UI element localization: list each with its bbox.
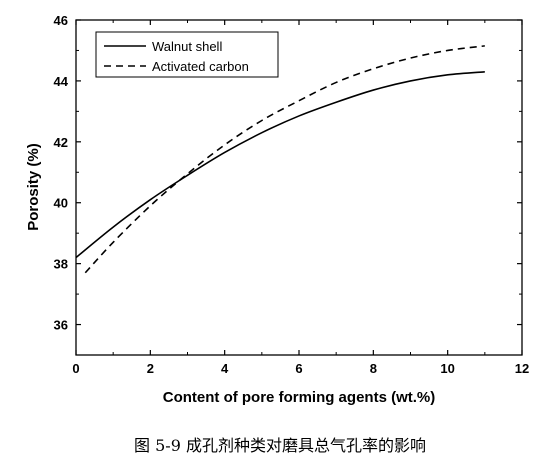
y-tick-label: 46 xyxy=(54,13,68,28)
x-tick-label: 12 xyxy=(515,361,529,376)
legend: Walnut shell Activated carbon xyxy=(95,31,279,78)
x-tick-label: 2 xyxy=(147,361,154,376)
legend-box xyxy=(95,31,279,78)
figure-caption: 图 5-9 成孔剂种类对磨具总气孔率的影响 xyxy=(134,436,426,455)
y-tick-label: 44 xyxy=(54,74,69,89)
x-tick-label: 0 xyxy=(72,361,79,376)
x-tick-label: 10 xyxy=(440,361,454,376)
x-tick-label: 4 xyxy=(221,361,229,376)
series-line-activated-carbon xyxy=(84,45,485,274)
x-tick-label: 8 xyxy=(370,361,377,376)
x-axis-title: Content of pore forming agents (wt.%) xyxy=(163,389,435,406)
y-tick-label: 36 xyxy=(54,318,68,333)
series-line-walnut-shell xyxy=(75,70,485,259)
x-tick-label: 6 xyxy=(295,361,302,376)
y-tick-label: 42 xyxy=(54,135,68,150)
y-axis-title: Porosity (%) xyxy=(25,143,42,231)
legend-label-activated-carbon: Activated carbon xyxy=(152,59,249,74)
y-tick-label: 40 xyxy=(54,196,68,211)
y-tick-label: 38 xyxy=(54,257,68,272)
legend-label-walnut-shell: Walnut shell xyxy=(152,39,222,54)
